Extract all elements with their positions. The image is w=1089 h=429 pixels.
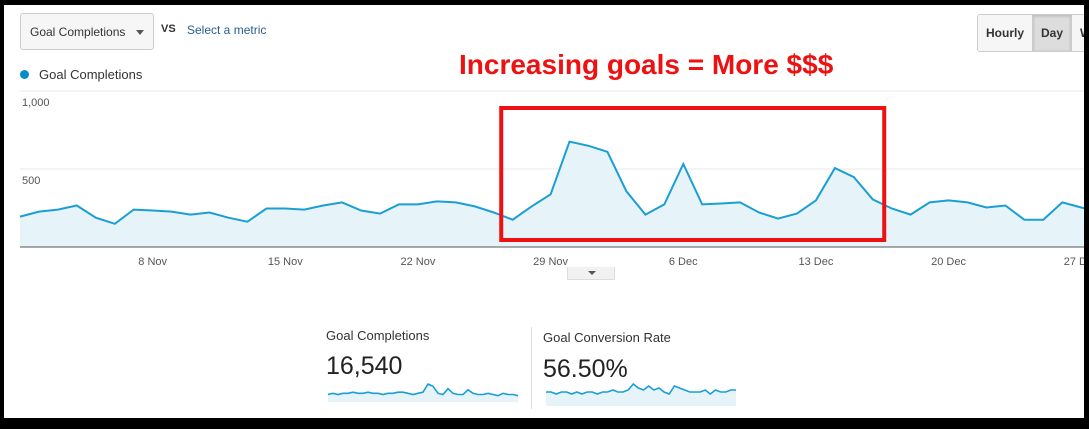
- chevron-down-icon: [136, 30, 144, 35]
- x-tick-label: 22 Nov: [401, 256, 436, 268]
- y-tick-label: 1,000: [22, 97, 50, 109]
- chevron-down-icon: [588, 271, 596, 275]
- sparkline-area: [546, 384, 736, 406]
- chart-legend: Goal Completions: [20, 67, 142, 82]
- x-tick-label: 15 Nov: [268, 256, 303, 268]
- x-tick-label: 29 Nov: [533, 256, 568, 268]
- sparkline-line: [546, 382, 736, 396]
- series-line: [19, 140, 1084, 225]
- kpi-conversion-rate-label: Goal Conversion Rate: [543, 330, 671, 345]
- y-tick-label: 500: [22, 175, 40, 187]
- x-tick-label: 8 Nov: [138, 256, 167, 268]
- collapse-chart-button[interactable]: [567, 267, 615, 280]
- granularity-toggle: Hourly Day W: [977, 14, 1084, 52]
- granularity-week-button[interactable]: W: [1072, 15, 1084, 51]
- highlight-box: [499, 106, 887, 242]
- kpi-goal-completions-label: Goal Completions: [326, 328, 430, 343]
- metric-select-dropdown[interactable]: Goal Completions: [20, 13, 154, 50]
- x-tick-label: 20 Dec: [931, 256, 966, 268]
- legend-label: Goal Completions: [39, 67, 143, 82]
- select-metric-link[interactable]: Select a metric: [187, 23, 267, 37]
- kpi-conversion-rate-sparkline: [546, 382, 736, 406]
- series-area: [20, 141, 1084, 247]
- kpi-conversion-rate-value: 56.50%: [543, 355, 628, 383]
- granularity-day-button[interactable]: Day: [1033, 15, 1073, 51]
- analytics-panel: Goal Completions VS Select a metric Hour…: [4, 5, 1084, 418]
- x-tick-label: 6 Dec: [669, 256, 698, 268]
- kpi-divider: [531, 327, 532, 409]
- kpi-goal-completions-value: 16,540: [326, 352, 403, 380]
- x-tick-label: 13 Dec: [798, 256, 833, 268]
- metric-select-label: Goal Completions: [30, 24, 126, 39]
- granularity-hourly-button[interactable]: Hourly: [978, 15, 1034, 51]
- sparkline-line: [328, 382, 518, 397]
- goal-completions-chart: 1,000 500 8 Nov 15 Nov 22 Nov 29 Nov 6 Dec 13 D…: [19, 90, 1084, 268]
- x-tick-label: 27 Dec: [1064, 256, 1084, 268]
- kpi-goal-completions-sparkline: [328, 382, 518, 402]
- vs-label: VS: [161, 23, 176, 35]
- annotation-text: Increasing goals = More $$$: [459, 49, 834, 80]
- legend-dot-icon: [20, 70, 29, 79]
